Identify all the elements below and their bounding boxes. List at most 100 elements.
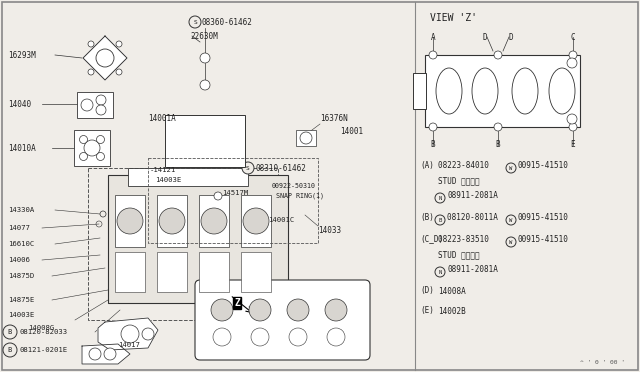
Circle shape — [243, 208, 269, 234]
Circle shape — [567, 114, 577, 124]
Circle shape — [211, 299, 233, 321]
Text: S: S — [246, 166, 250, 170]
Bar — [425, 55, 580, 127]
Circle shape — [3, 343, 17, 357]
Text: 00915-41510: 00915-41510 — [517, 234, 568, 244]
Bar — [165, 115, 245, 167]
Circle shape — [494, 123, 502, 131]
Text: 00915-41510: 00915-41510 — [517, 212, 568, 221]
Bar — [413, 73, 426, 109]
Text: N: N — [438, 196, 442, 201]
Circle shape — [325, 299, 347, 321]
Text: B: B — [8, 347, 12, 353]
Text: 14017: 14017 — [118, 342, 140, 348]
Text: 08121-0201E: 08121-0201E — [20, 347, 68, 353]
Circle shape — [200, 80, 210, 90]
Circle shape — [116, 41, 122, 47]
Circle shape — [96, 49, 114, 67]
Bar — [88, 168, 278, 320]
Text: B: B — [438, 218, 442, 222]
Bar — [241, 252, 271, 292]
Circle shape — [435, 215, 445, 225]
Circle shape — [89, 348, 101, 360]
Circle shape — [96, 95, 106, 105]
Circle shape — [79, 153, 88, 160]
Bar — [157, 195, 187, 247]
Text: VIEW 'Z': VIEW 'Z' — [430, 13, 477, 23]
Circle shape — [327, 328, 345, 346]
Text: E: E — [571, 140, 575, 149]
Text: W: W — [509, 166, 513, 170]
Text: 16610C: 16610C — [8, 241, 35, 247]
Text: 00922-50310: 00922-50310 — [272, 183, 316, 189]
Circle shape — [506, 237, 516, 247]
Text: D: D — [483, 33, 487, 42]
Bar — [199, 252, 229, 292]
Text: 14040: 14040 — [8, 99, 31, 109]
Circle shape — [200, 53, 210, 63]
Bar — [148, 158, 318, 243]
Bar — [115, 195, 145, 247]
Text: D: D — [509, 33, 513, 42]
Text: 14008A: 14008A — [438, 286, 466, 295]
Circle shape — [429, 123, 437, 131]
Circle shape — [287, 299, 309, 321]
Text: 14003E: 14003E — [155, 177, 181, 183]
Circle shape — [84, 140, 100, 156]
Circle shape — [201, 208, 227, 234]
Text: 16376N: 16376N — [320, 113, 348, 122]
Text: 08911-2081A: 08911-2081A — [447, 264, 498, 273]
Text: 14033: 14033 — [318, 225, 341, 234]
Text: 14001C: 14001C — [268, 217, 294, 223]
Text: B: B — [8, 329, 12, 335]
Polygon shape — [83, 36, 127, 80]
Circle shape — [96, 105, 106, 115]
Circle shape — [567, 58, 577, 68]
Bar — [199, 195, 229, 247]
Text: W: W — [509, 240, 513, 244]
Text: 14077: 14077 — [8, 225, 30, 231]
Text: (B): (B) — [420, 212, 434, 221]
Bar — [128, 168, 248, 186]
Circle shape — [189, 16, 201, 28]
Circle shape — [159, 208, 185, 234]
Circle shape — [117, 208, 143, 234]
Circle shape — [81, 99, 93, 111]
Text: (A): (A) — [420, 160, 434, 170]
Text: 14003E: 14003E — [8, 312, 35, 318]
Text: (C̲D): (C̲D) — [420, 234, 443, 244]
Text: 14002B: 14002B — [438, 307, 466, 315]
Circle shape — [569, 123, 577, 131]
Circle shape — [494, 51, 502, 59]
Text: 14001A: 14001A — [148, 113, 176, 122]
Text: 00915-41510: 00915-41510 — [517, 160, 568, 170]
Circle shape — [435, 193, 445, 203]
Text: SNAP RING(1): SNAP RING(1) — [276, 193, 324, 199]
Text: C: C — [571, 33, 575, 42]
Text: ^ ' 0 ' 00 ': ^ ' 0 ' 00 ' — [580, 359, 625, 365]
Text: 08360-61462: 08360-61462 — [202, 17, 253, 26]
Ellipse shape — [472, 68, 498, 114]
Circle shape — [249, 299, 271, 321]
Circle shape — [121, 325, 139, 343]
Circle shape — [429, 51, 437, 59]
Text: STUD スタッド: STUD スタッド — [438, 250, 479, 260]
Bar — [241, 195, 271, 247]
Circle shape — [3, 325, 17, 339]
Circle shape — [88, 41, 94, 47]
Text: 22630M: 22630M — [190, 32, 218, 41]
Circle shape — [506, 215, 516, 225]
Circle shape — [251, 328, 269, 346]
FancyBboxPatch shape — [195, 280, 370, 360]
Text: 14006: 14006 — [8, 257, 30, 263]
Text: 08310-61462: 08310-61462 — [255, 164, 306, 173]
Text: 14875D: 14875D — [8, 273, 35, 279]
Text: 08911-2081A: 08911-2081A — [447, 190, 498, 199]
Text: -14121: -14121 — [150, 167, 176, 173]
Circle shape — [142, 328, 154, 340]
Bar — [74, 130, 110, 166]
Circle shape — [79, 135, 88, 144]
Bar — [157, 252, 187, 292]
Circle shape — [104, 348, 116, 360]
Circle shape — [97, 135, 104, 144]
